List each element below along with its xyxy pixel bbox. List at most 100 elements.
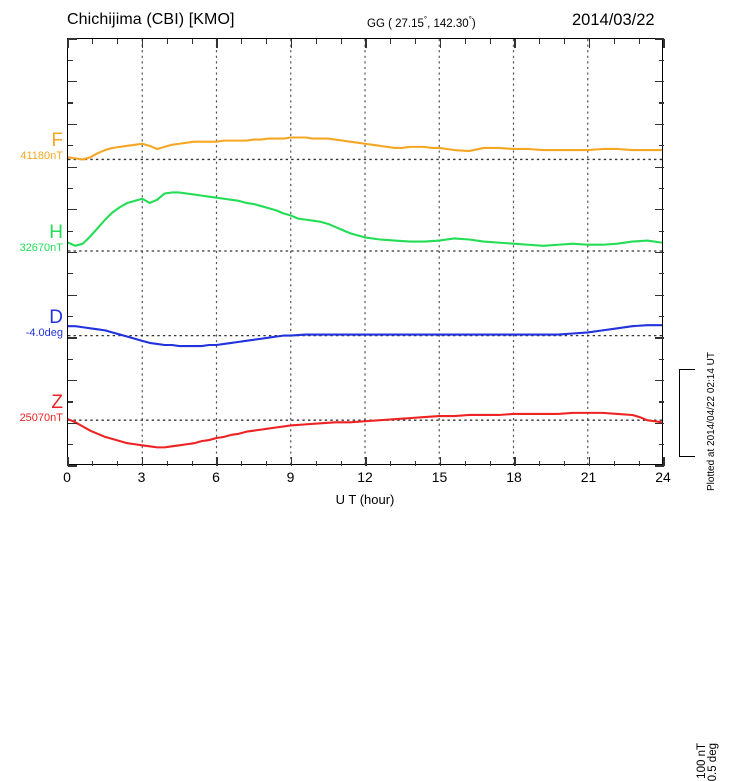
y-tick-right-8: [655, 209, 664, 211]
component-letter-f: F: [51, 130, 63, 151]
x-tick-top-0: [67, 39, 69, 48]
trace-f: [68, 136, 662, 161]
y-tick-left-4: [68, 123, 77, 126]
x-tick-bottom-16: [464, 461, 466, 466]
component-label-d: D -4.0deg: [0, 308, 63, 340]
y-tick-left-2: [68, 81, 77, 83]
y-tick-right-20: [655, 465, 664, 467]
component-letter-h: H: [49, 222, 63, 243]
y-tick-right-10: [655, 251, 664, 254]
y-tick-left-20: [68, 465, 77, 467]
y-tick-right-18: [655, 422, 664, 424]
x-tick-top-12: [365, 39, 367, 48]
y-tick-left-0: [68, 38, 77, 40]
x-tick-top-20: [564, 39, 566, 44]
x-tick-top-6: [216, 39, 218, 48]
x-tick-bottom-2: [117, 461, 119, 466]
plot-svg: [68, 39, 662, 464]
x-tick-label-3: 3: [137, 469, 146, 485]
coords-prefix: GG ( 27.15: [367, 17, 424, 30]
x-axis-title: U T (hour): [335, 492, 395, 507]
y-tick-right-2: [655, 81, 664, 83]
x-tick-bottom-20: [564, 461, 566, 466]
x-tick-bottom-10: [315, 461, 317, 466]
x-tick-bottom-15: [439, 457, 442, 466]
x-tick-bottom-21: [588, 457, 591, 466]
x-tick-top-1: [92, 39, 94, 44]
trace-z: [68, 411, 662, 449]
y-tick-left-11: [68, 273, 73, 275]
y-tick-right-7: [659, 187, 664, 190]
component-label-h: H 32670nT: [0, 223, 63, 255]
scale-bar-top-cap: [679, 369, 695, 371]
x-tick-label-15: 15: [431, 469, 448, 485]
component-letter-d: D: [49, 307, 63, 328]
observation-date: 2014/03/22: [572, 11, 655, 29]
y-tick-left-9: [68, 230, 73, 232]
y-tick-right-19: [659, 444, 664, 446]
coords-mid: , 142.30: [427, 17, 469, 30]
x-tick-bottom-14: [415, 461, 417, 466]
y-tick-right-14: [655, 337, 664, 339]
x-tick-label-24: 24: [655, 469, 671, 485]
x-tick-bottom-12: [365, 457, 367, 466]
y-tick-left-16: [68, 380, 77, 382]
x-tick-bottom-3: [141, 457, 144, 466]
x-tick-top-4: [166, 39, 168, 44]
x-tick-bottom-19: [539, 461, 541, 466]
coords-suffix: ): [471, 17, 476, 30]
component-label-z: Z 25070nT: [0, 393, 63, 425]
component-label-f: F 41180nT: [0, 131, 63, 163]
y-tick-right-13: [659, 315, 664, 318]
y-tick-right-17: [659, 401, 664, 403]
x-tick-label-6: 6: [212, 469, 220, 485]
trace-d: [68, 324, 662, 348]
y-tick-left-17: [68, 401, 73, 403]
y-tick-right-16: [655, 380, 664, 382]
degree-symbol-lat: °: [423, 15, 428, 24]
x-tick-top-2: [117, 39, 119, 44]
x-tick-top-11: [340, 39, 342, 44]
x-tick-bottom-9: [290, 457, 293, 466]
y-tick-left-8: [68, 209, 77, 211]
x-tick-bottom-13: [390, 461, 392, 466]
x-tick-top-19: [539, 39, 541, 44]
y-tick-right-6: [655, 166, 664, 168]
x-tick-top-8: [266, 39, 268, 44]
x-tick-bottom-24: [663, 457, 665, 466]
x-tick-top-10: [315, 39, 317, 44]
station-title: Chichijima (CBI) [KMO]: [67, 11, 235, 28]
x-tick-bottom-11: [340, 461, 342, 466]
y-tick-left-5: [68, 145, 73, 147]
y-tick-left-18: [68, 422, 77, 424]
x-tick-bottom-23: [638, 461, 640, 466]
y-tick-right-0: [655, 38, 664, 40]
x-tick-top-16: [464, 39, 466, 44]
x-tick-bottom-4: [166, 461, 168, 466]
y-tick-left-14: [68, 337, 77, 339]
scale-bar-bottom-cap: [679, 455, 695, 457]
x-tick-bottom-8: [266, 461, 268, 466]
x-tick-bottom-7: [241, 461, 243, 466]
scale-bar-deg-label: 0.5 deg: [707, 743, 719, 781]
scale-bar-line: [679, 369, 681, 457]
component-baseline-value-f: 41180nT: [20, 150, 63, 162]
component-baseline-value-h: 32670nT: [19, 242, 63, 254]
x-tick-top-7: [241, 39, 243, 44]
y-tick-left-7: [68, 187, 73, 190]
y-tick-left-19: [68, 444, 73, 446]
x-tick-top-13: [390, 39, 392, 44]
y-tick-left-10: [68, 251, 77, 254]
x-tick-bottom-5: [191, 461, 193, 466]
y-tick-right-9: [659, 230, 664, 232]
x-tick-bottom-0: [67, 457, 69, 466]
x-tick-top-22: [613, 39, 615, 44]
component-traces: [68, 136, 662, 449]
x-tick-label-21: 21: [580, 469, 597, 485]
x-tick-top-24: [663, 39, 665, 48]
x-tick-bottom-6: [216, 457, 218, 466]
y-tick-left-6: [68, 166, 77, 168]
x-tick-top-5: [191, 39, 193, 44]
y-tick-right-3: [659, 102, 664, 104]
geographic-coordinates: GG ( 27.15°, 142.30°): [367, 15, 476, 30]
